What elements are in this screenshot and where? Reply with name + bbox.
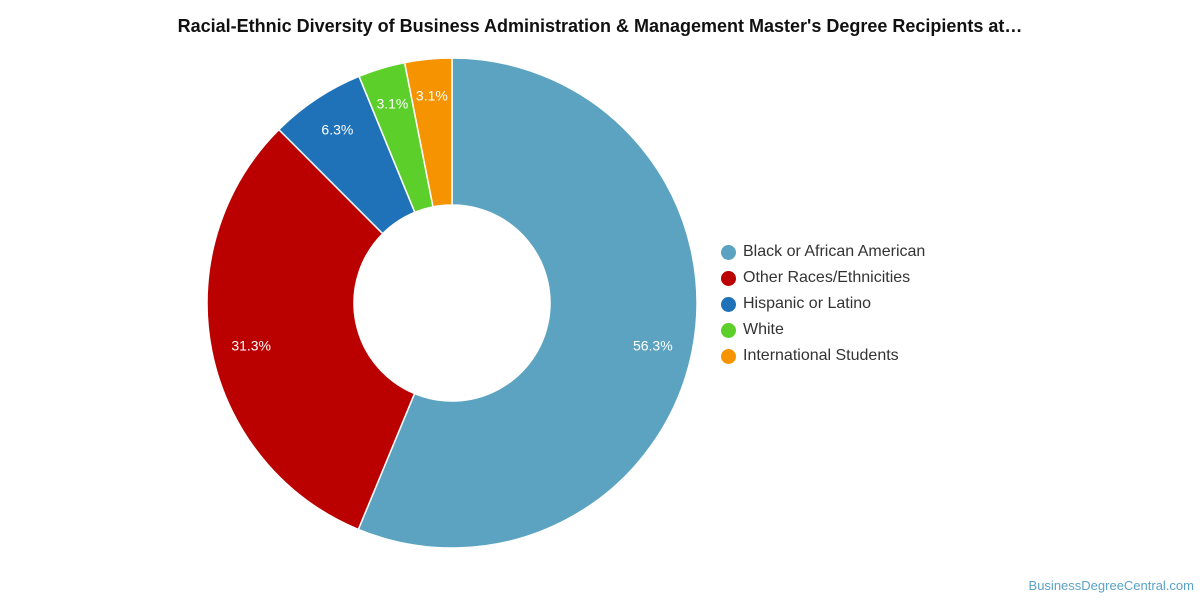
legend-item-hispanic-or-latino[interactable]: Hispanic or Latino <box>721 291 925 317</box>
slice-other-races-ethnicities[interactable] <box>206 128 416 531</box>
slice-label-other-races-ethnicities: 31.3% <box>231 338 271 354</box>
legend-swatch <box>721 244 736 260</box>
slice-label-black-or-african-american: 56.3% <box>633 338 673 354</box>
legend-label: Black or African American <box>743 243 926 260</box>
slice-international-students[interactable] <box>403 57 453 208</box>
slice-label-hispanic-or-latino: 6.3% <box>321 121 353 137</box>
slice-label-white: 3.1% <box>376 95 408 111</box>
legend-swatch <box>721 348 736 364</box>
legend-label: Other Races/Ethnicities <box>743 269 911 286</box>
slices-group <box>206 57 698 549</box>
legend-swatch <box>721 322 736 338</box>
legend-item-other-races-ethnicities[interactable]: Other Races/Ethnicities <box>721 265 925 291</box>
legend-label: White <box>743 321 784 338</box>
watermark-link[interactable]: BusinessDegreeCentral.com <box>1028 578 1194 593</box>
legend-item-black-or-african-american[interactable]: Black or African American <box>721 239 925 265</box>
slice-black-or-african-american[interactable] <box>357 57 698 549</box>
legend-item-white[interactable]: White <box>721 317 925 343</box>
chart-title: Racial-Ethnic Diversity of Business Admi… <box>177 16 1023 36</box>
slice-labels-group: 56.3% 31.3% 6.3% 3.1% 3.1% <box>231 88 672 354</box>
legend: Black or African American Other Races/Et… <box>721 239 925 369</box>
legend-swatch <box>721 270 736 286</box>
legend-swatch <box>721 296 736 312</box>
legend-label: Hispanic or Latino <box>743 295 872 312</box>
legend-label: International Students <box>743 347 899 364</box>
slice-label-international-students: 3.1% <box>416 88 448 104</box>
legend-item-international-students[interactable]: International Students <box>721 343 925 369</box>
